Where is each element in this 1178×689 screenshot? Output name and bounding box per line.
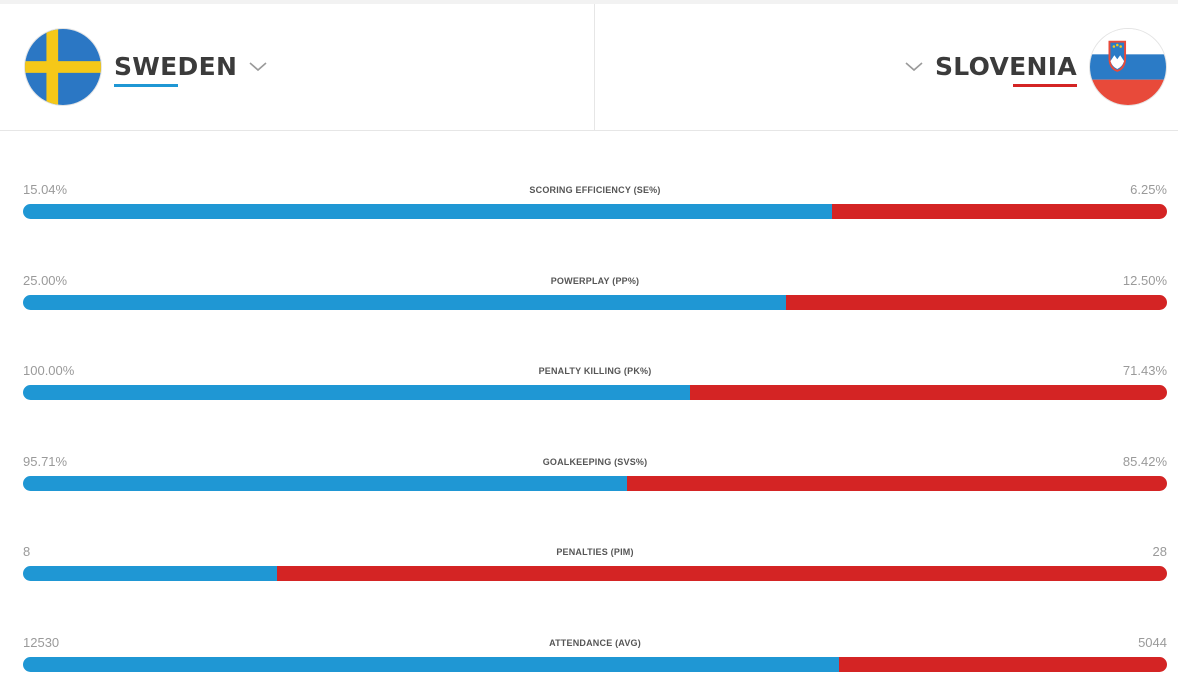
away-stat-value: 5044 — [1138, 634, 1167, 650]
sweden-flag-icon — [24, 28, 102, 106]
stat-row: 12530 ATTENDANCE (AVG) 5044 — [23, 629, 1167, 689]
away-bar-fill — [831, 204, 1167, 219]
team-header: SWEDEN SLOVENIA — [0, 4, 1178, 131]
comparison-bar — [23, 294, 1167, 310]
home-stat-value: 100.00% — [23, 363, 75, 378]
home-stat-value: 25.00% — [23, 272, 68, 288]
comparison-bar — [23, 566, 1167, 581]
home-bar-fill — [23, 566, 277, 581]
away-stat-value: 12.50% — [1122, 272, 1167, 288]
home-bar-fill — [23, 385, 690, 400]
stat-row: 100.00% PENALTY KILLING (PK%) 71.43% — [23, 357, 1167, 448]
home-stat-value: 95.71% — [23, 453, 68, 469]
home-bar-fill — [23, 656, 839, 672]
stat-label: SCORING EFFICIENCY (SE%) — [529, 185, 661, 195]
home-bar-fill — [23, 294, 787, 310]
home-stat-value: 8 — [23, 544, 31, 559]
away-bar-fill — [627, 475, 1167, 491]
stat-row: 95.71% GOALKEEPING (SVS%) 85.42% — [23, 448, 1167, 539]
comparison-bar — [23, 385, 1167, 400]
top-strip — [0, 0, 1178, 4]
away-team: SLOVENIA — [905, 28, 1167, 106]
stat-row: 15.04% SCORING EFFICIENCY (SE%) 6.25% — [23, 176, 1167, 267]
away-bar-fill — [786, 294, 1167, 310]
home-team: SWEDEN — [24, 28, 267, 106]
comparison-bar — [23, 475, 1167, 491]
home-bar-fill — [23, 204, 832, 219]
stat-label: ATTENDANCE (AVG) — [549, 637, 641, 648]
away-bar-fill — [838, 656, 1167, 672]
home-stat-value: 15.04% — [23, 182, 68, 197]
home-stat-value: 12530 — [23, 634, 60, 650]
away-bar-fill — [276, 566, 1167, 581]
slovenia-flag-icon — [1089, 28, 1167, 106]
home-team-name[interactable]: SWEDEN — [114, 52, 238, 87]
stat-label: PENALTIES (PIM) — [556, 547, 634, 557]
stats-comparison: 15.04% SCORING EFFICIENCY (SE%) 6.25% 25… — [23, 176, 1167, 689]
stat-label: POWERPLAY (PP%) — [550, 275, 640, 286]
away-team-name[interactable]: SLOVENIA — [934, 52, 1078, 87]
away-bar-fill — [689, 385, 1167, 400]
stat-row: 8 PENALTIES (PIM) 28 — [23, 538, 1167, 629]
home-team-chevron-down-icon[interactable] — [249, 58, 267, 76]
comparison-bar — [23, 656, 1167, 672]
stat-label: GOALKEEPING (SVS%) — [542, 456, 648, 467]
away-stat-value: 6.25% — [1130, 182, 1167, 197]
stat-label: PENALTY KILLING (PK%) — [538, 366, 652, 376]
comparison-bar — [23, 204, 1167, 219]
stat-row: 25.00% POWERPLAY (PP%) 12.50% — [23, 267, 1167, 358]
home-bar-fill — [23, 475, 628, 491]
away-stat-value: 71.43% — [1122, 363, 1167, 378]
away-stat-value: 85.42% — [1122, 453, 1167, 469]
away-team-chevron-down-icon[interactable] — [905, 58, 923, 76]
away-stat-value: 28 — [1152, 544, 1167, 559]
header-divider — [594, 4, 595, 131]
